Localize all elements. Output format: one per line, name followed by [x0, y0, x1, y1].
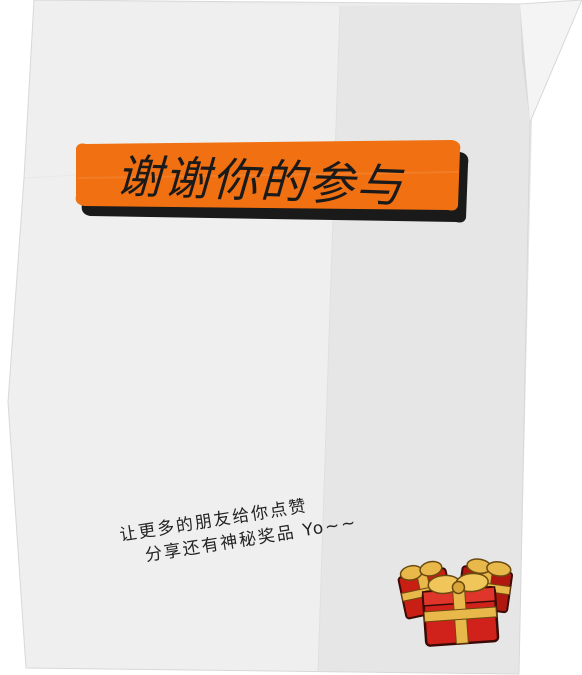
gift-box-icon: [392, 544, 520, 652]
thank-you-banner: 谢谢你的参与: [72, 138, 470, 224]
banner-title: 谢谢你的参与: [115, 149, 405, 214]
banner-shape: [75, 140, 469, 223]
